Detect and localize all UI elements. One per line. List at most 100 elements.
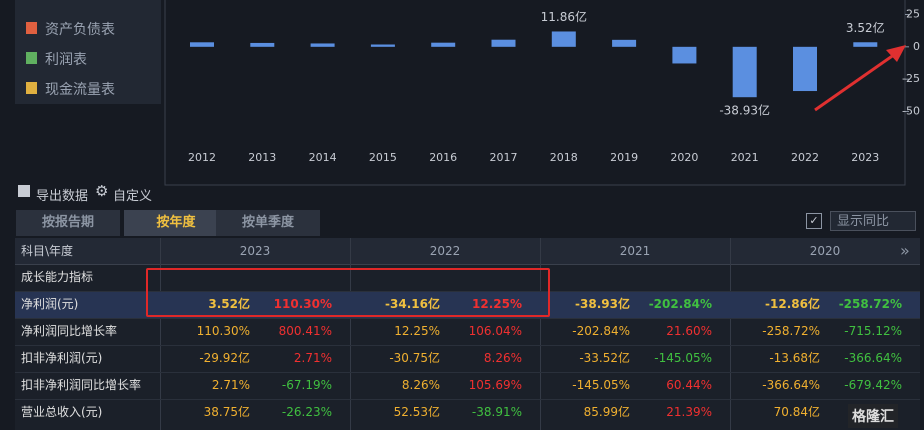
cell-value: -145.05% <box>654 351 712 365</box>
row-bg <box>15 372 920 399</box>
arrow <box>814 50 899 112</box>
checkbox[interactable]: ✓ <box>806 213 822 229</box>
year-header: 2023 <box>239 244 271 258</box>
cell-value: -67.19% <box>281 378 332 392</box>
row-bg <box>15 291 920 318</box>
bar <box>732 46 757 98</box>
x-tick-label: 2012 <box>188 151 216 164</box>
bar <box>370 44 395 47</box>
cell-value: -145.05% <box>572 378 630 392</box>
cell-value: -13.68亿 <box>769 351 820 365</box>
cell-value: -33.52亿 <box>579 351 630 365</box>
section-label: 成长能力指标 <box>21 270 94 284</box>
cell-value: -34.16亿 <box>385 297 440 311</box>
cell-value: -202.84% <box>648 297 712 311</box>
cell-value: 8.26% <box>483 351 522 365</box>
highlight-box <box>146 268 550 317</box>
y-tick-label: 25 <box>906 7 920 20</box>
x-tick-label: 2015 <box>369 151 397 164</box>
tab[interactable]: 按单季度 <box>216 210 320 236</box>
y-tick-label: 0 <box>913 40 920 53</box>
export-button[interactable]: 导出数据 <box>36 189 89 204</box>
arrow-head <box>886 45 906 62</box>
y-tick-label: -25 <box>902 72 920 85</box>
cell-value: 52.53亿 <box>393 405 440 419</box>
sidebar: 资产负债表 利润表 现金流量表 <box>15 0 161 104</box>
chart: 25 0 -25 -50 2012 2013 2014 2015 2016 2017 2018 11.… <box>164 0 920 186</box>
cell-value: -679.42% <box>844 378 902 392</box>
cell-value: -202.84% <box>572 324 630 338</box>
row-bg <box>15 345 920 372</box>
x-tick-label: 2018 <box>550 151 578 164</box>
value-label: 11.86亿 <box>541 9 587 24</box>
bar <box>250 42 275 47</box>
cell-value: 2.71% <box>211 378 250 392</box>
bar <box>491 39 516 47</box>
x-tick-label: 2022 <box>791 151 819 164</box>
bar <box>431 42 456 47</box>
tab-active[interactable]: 按年度 <box>124 210 228 236</box>
menu-item[interactable]: 资产负债表 <box>45 22 115 38</box>
x-tick-label: 2020 <box>670 151 698 164</box>
cell-value: 110.30% <box>273 297 332 311</box>
cell-value: -38.91% <box>471 405 522 419</box>
cell-value: 60.44% <box>666 378 712 392</box>
bar <box>551 31 576 47</box>
gear-icon: ⚙ <box>95 182 109 200</box>
x-tick-label: 2017 <box>490 151 518 164</box>
bar <box>612 39 637 47</box>
column-divider <box>160 238 161 430</box>
header-row <box>15 238 920 265</box>
row-label: 扣非净利润同比增长率 <box>21 378 142 392</box>
row-bg <box>15 399 920 426</box>
table: 科目\年度 2023 2022 2021 2020 » 成长能力指标 净利润(元) 3.52亿 1… <box>15 238 920 430</box>
cell-value: -366.64% <box>762 378 820 392</box>
year-header: 2022 <box>429 244 461 258</box>
icon <box>26 22 37 34</box>
value-label: 3.52亿 <box>846 20 885 35</box>
cell-value: 106.04% <box>468 324 522 338</box>
y-tick-label: -50 <box>902 105 920 118</box>
cell-value: 70.84亿 <box>773 405 820 419</box>
bar <box>793 46 817 92</box>
cell-value: 3.52亿 <box>208 297 250 311</box>
row-label: 净利润同比增长率 <box>21 324 118 338</box>
cell-value: 12.25% <box>394 324 440 338</box>
custom-button[interactable]: 自定义 <box>113 189 153 204</box>
x-tick-label: 2013 <box>248 151 276 164</box>
row-label: 净利润(元) <box>21 297 79 311</box>
export-icon <box>18 185 30 197</box>
cell-value: 21.60% <box>666 324 712 338</box>
cell-value: 110.30% <box>196 324 250 338</box>
value-label: -38.93亿 <box>719 103 770 118</box>
menu-item[interactable]: 利润表 <box>45 52 87 68</box>
cell-value: 8.26% <box>401 378 440 392</box>
year-header: 2020 <box>809 244 841 258</box>
x-tick-label: 2019 <box>610 151 638 164</box>
year-header: 2021 <box>619 244 651 258</box>
menu-item[interactable]: 现金流量表 <box>45 82 115 98</box>
row-label: 扣非净利润(元) <box>21 351 103 365</box>
cell-value: -26.23% <box>281 405 332 419</box>
toggle-select[interactable]: 显示同比 <box>830 211 916 231</box>
icon <box>26 52 37 64</box>
tab[interactable]: 按报告期 <box>16 210 120 236</box>
bar <box>310 43 335 47</box>
cell-value: -38.93亿 <box>575 297 630 311</box>
cell-value: 2.71% <box>293 351 332 365</box>
cell-value: 105.69% <box>468 378 522 392</box>
chart-frame <box>164 0 906 186</box>
x-tick-label: 2021 <box>731 151 759 164</box>
x-tick-label: 2016 <box>429 151 457 164</box>
column-divider <box>350 238 351 430</box>
cell-value: -29.92亿 <box>199 351 250 365</box>
x-tick-label: 2014 <box>309 151 337 164</box>
cell-value: -715.12% <box>844 324 902 338</box>
header-cell: 科目\年度 <box>21 244 74 258</box>
bar <box>853 42 878 47</box>
column-divider <box>730 238 731 430</box>
cell-value: 800.41% <box>278 324 332 338</box>
row-label: 营业总收入(元) <box>21 405 103 419</box>
row-bg <box>15 318 920 345</box>
bar <box>190 42 214 47</box>
